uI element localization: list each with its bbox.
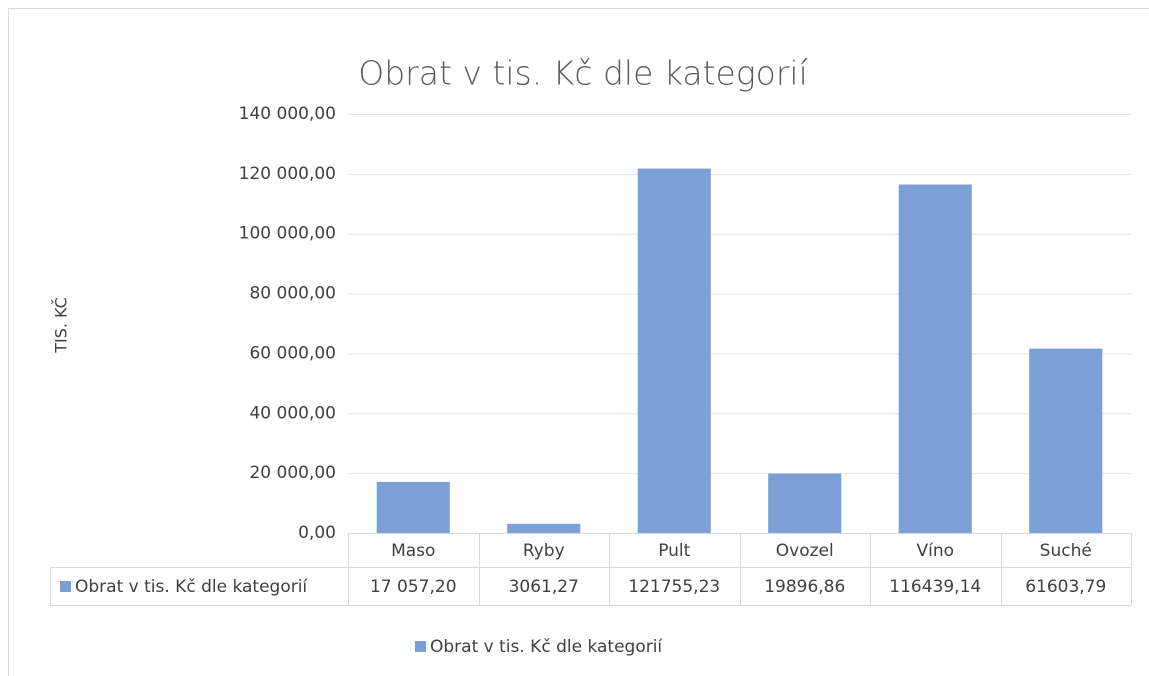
x-tick-label: Ovozel [776,541,834,561]
y-tick-label: 140 000,00 [239,104,336,124]
legend-key [415,641,426,652]
bar [376,481,450,533]
chart-border [8,8,1149,676]
x-tick-label: Suché [1040,541,1092,561]
table-value: 116439,14 [889,577,981,597]
x-tick-label: Víno [916,541,954,561]
bar [637,168,711,533]
legend-label: Obrat v tis. Kč dle kategorií [430,637,663,657]
y-tick-label: 60 000,00 [249,343,336,363]
table-value: 121755,23 [628,577,720,597]
table-value: 19896,86 [764,577,845,597]
x-tick-label: Ryby [523,541,565,561]
legend-key [60,581,71,592]
table-series-name: Obrat v tis. Kč dle kategorií [75,577,308,597]
y-tick-label: 100 000,00 [239,224,336,244]
bar [507,523,581,533]
table-value: 3061,27 [509,577,579,597]
x-tick-label: Pult [658,541,690,561]
y-tick-label: 80 000,00 [249,284,336,304]
bar [768,473,842,533]
y-axis-title: TIS. KČ [52,297,71,354]
y-tick-label: 0,00 [298,523,336,543]
y-tick-label: 120 000,00 [239,164,336,184]
x-tick-label: Maso [391,541,435,561]
y-tick-label: 40 000,00 [249,403,336,423]
table-value: 61603,79 [1025,577,1106,597]
y-tick-label: 20 000,00 [249,463,336,483]
bar [898,184,972,533]
table-value: 17 057,20 [370,577,457,597]
bar [1029,348,1103,533]
chart-title: Obrat v tis. Kč dle kategorií [358,54,808,93]
